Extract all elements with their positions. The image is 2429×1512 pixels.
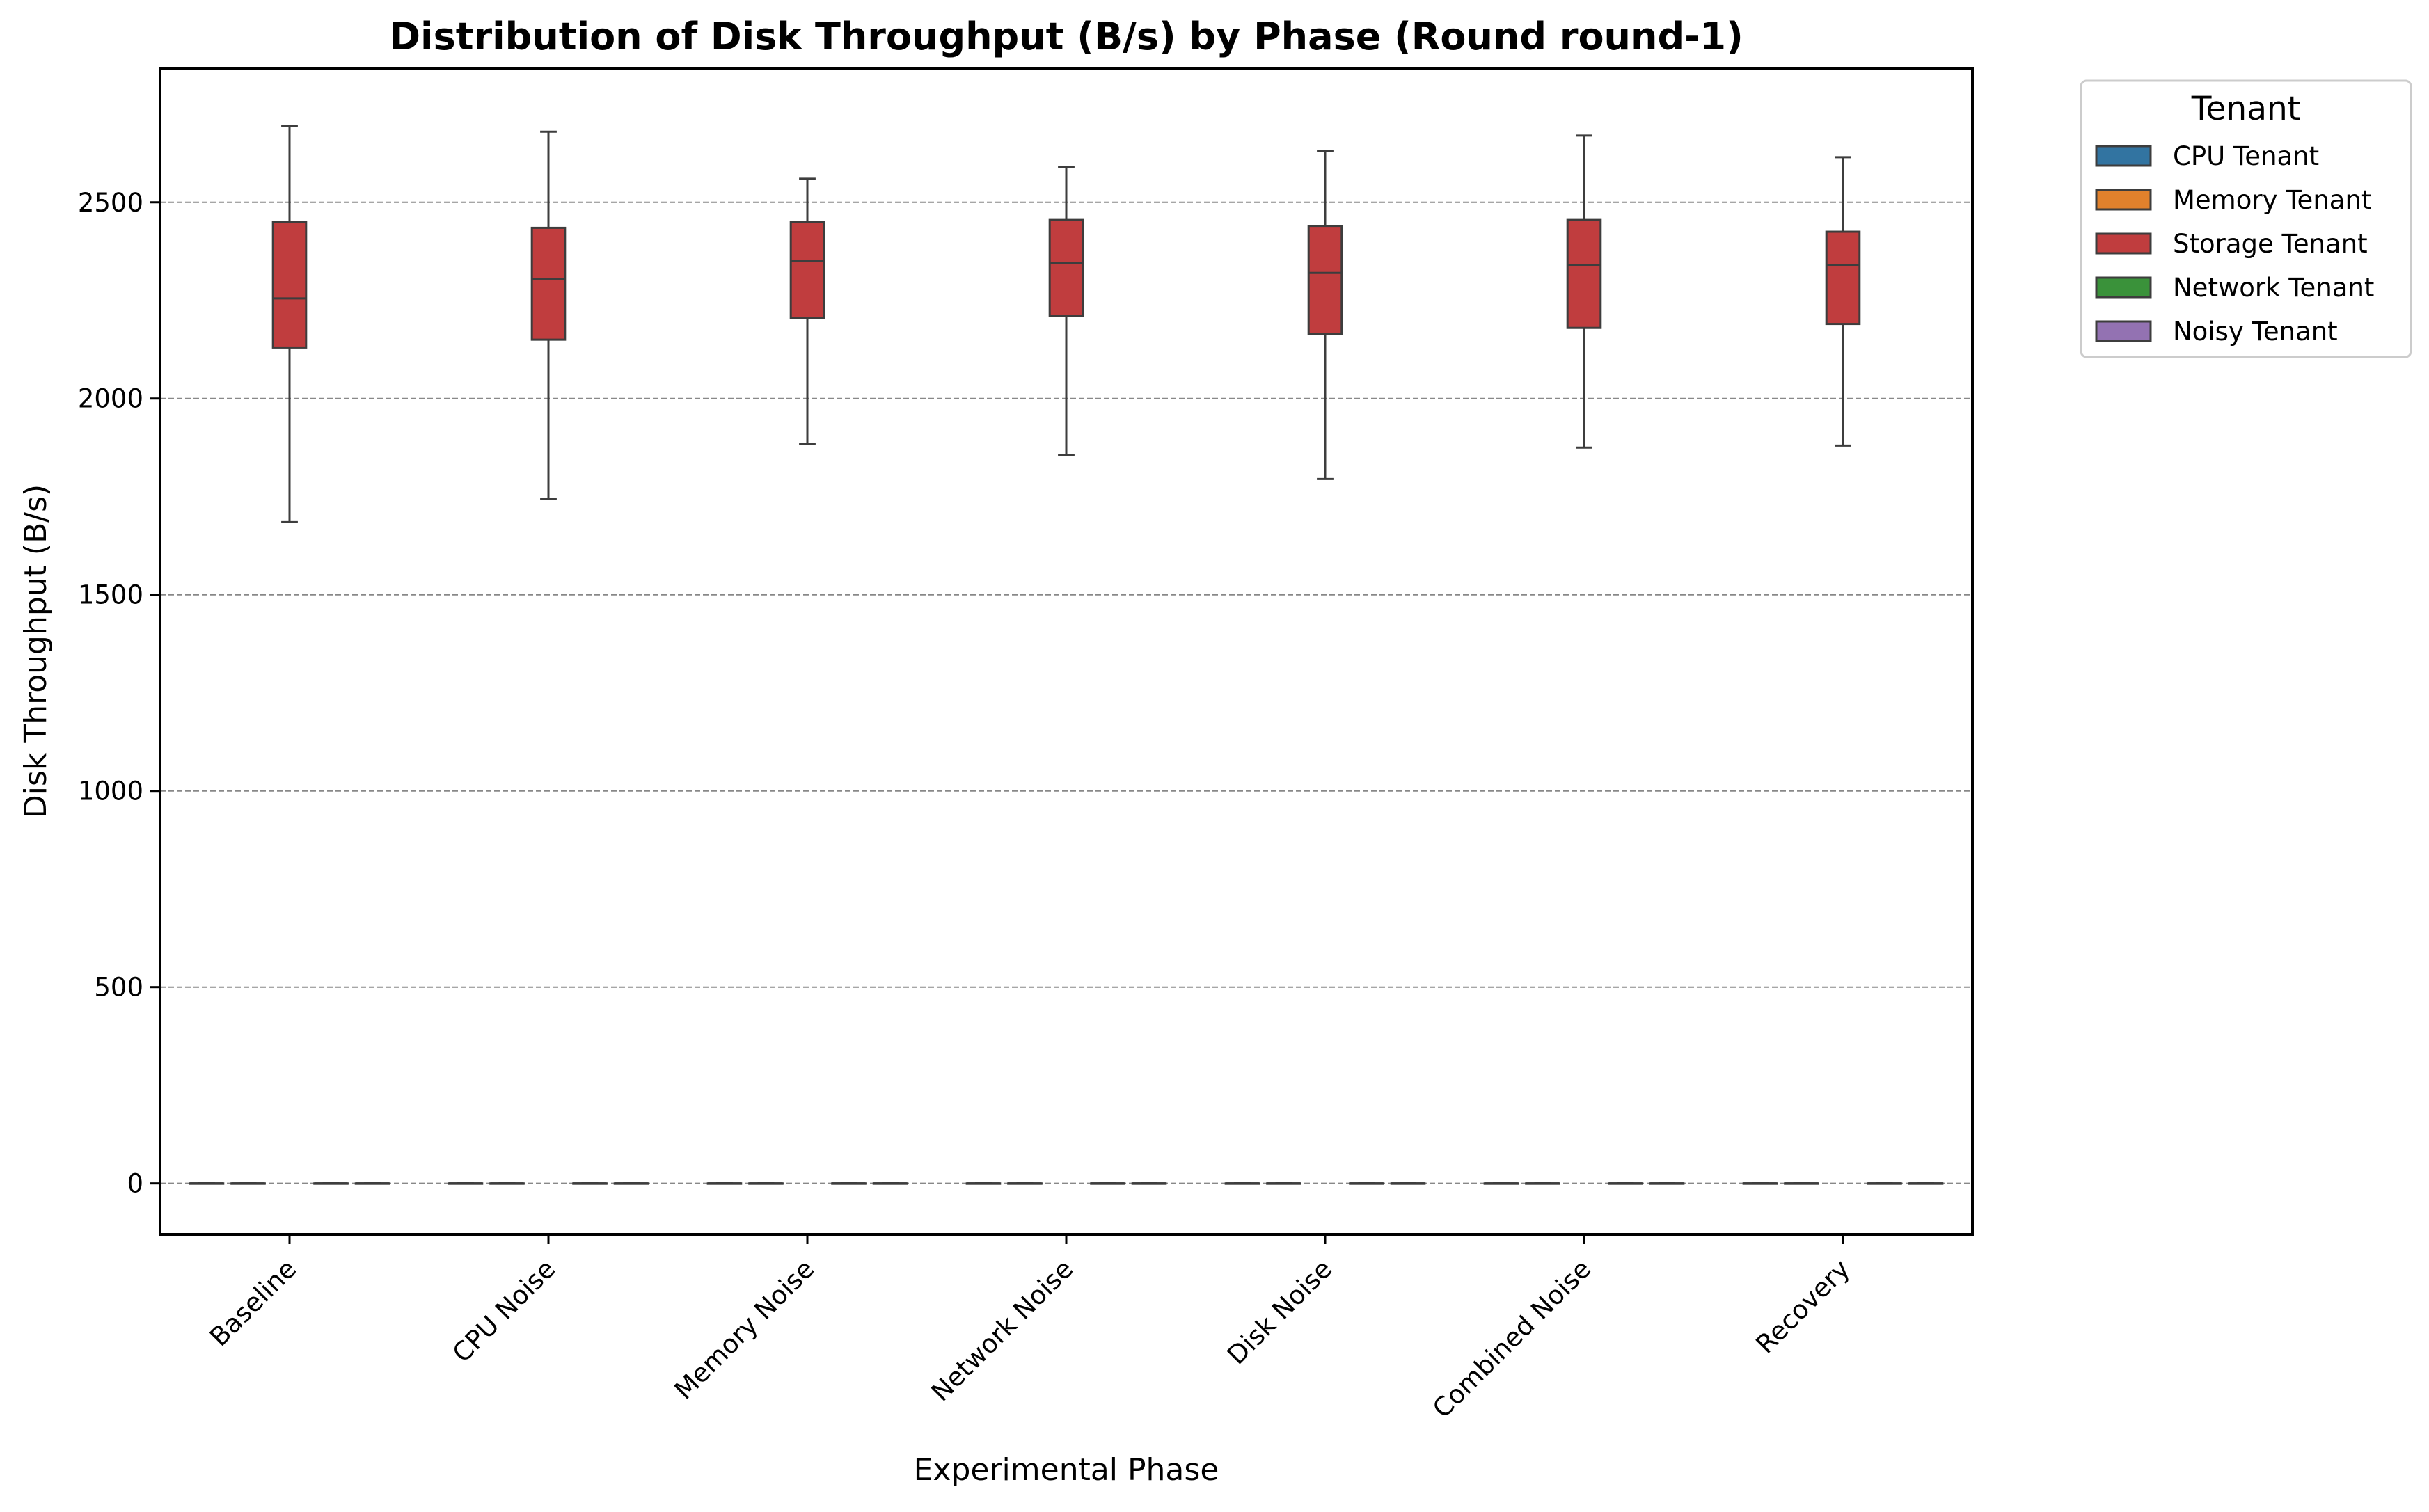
y-tick-label: 1500 <box>78 580 143 610</box>
legend-swatch <box>2095 145 2152 167</box>
legend-entry: Network Tenant <box>2095 273 2374 303</box>
y-axis-label: Disk Throughput (B/s) <box>18 484 54 818</box>
box-plot <box>1825 156 1861 447</box>
legend-swatch <box>2095 189 2152 211</box>
legend-label: Memory Tenant <box>2173 185 2371 215</box>
legend-swatch <box>2095 276 2152 299</box>
legend-entry: Noisy Tenant <box>2095 317 2338 347</box>
box-plot <box>789 177 825 445</box>
y-tick-label: 1000 <box>78 777 143 806</box>
box-iqr <box>1566 218 1602 329</box>
y-tick-label: 2500 <box>78 188 143 218</box>
legend-entry: Memory Tenant <box>2095 185 2371 215</box>
box-iqr <box>1307 225 1343 335</box>
chart-title: Distribution of Disk Throughput (B/s) by… <box>389 15 1743 58</box>
box-plot <box>1566 134 1602 449</box>
legend-label: Storage Tenant <box>2173 229 2368 259</box>
legend-entry: Storage Tenant <box>2095 229 2368 259</box>
legend: Tenant CPU Tenant Memory Tenant Storage Te… <box>2080 79 2412 358</box>
box-iqr <box>1825 230 1861 326</box>
y-tick-label: 500 <box>94 973 143 1003</box>
legend-entry: CPU Tenant <box>2095 141 2319 171</box>
y-tick-label: 0 <box>127 1169 143 1199</box>
legend-frame <box>2080 79 2412 358</box>
box-iqr <box>271 221 308 349</box>
legend-swatch <box>2095 320 2152 342</box>
box-plots <box>189 125 1944 1185</box>
y-axis-ticks: 0 500 1000 1500 2000 2500 <box>78 188 160 1199</box>
legend-label: Noisy Tenant <box>2173 317 2338 347</box>
box-plot <box>1048 166 1084 457</box>
box-iqr <box>1048 218 1084 317</box>
legend-title: Tenant <box>2191 90 2300 128</box>
x-axis-label: Experimental Phase <box>914 1452 1219 1488</box>
box-plot <box>271 125 308 523</box>
y-tick-label: 2000 <box>78 384 143 414</box>
box-plot <box>1307 150 1343 480</box>
box-plot <box>530 130 567 500</box>
legend-swatch <box>2095 232 2152 255</box>
box-iqr <box>789 221 825 319</box>
legend-label: CPU Tenant <box>2173 141 2319 171</box>
plot-frame <box>159 67 1974 1236</box>
box-iqr <box>530 226 567 341</box>
legend-label: Network Tenant <box>2173 273 2374 303</box>
legend-entries: CPU Tenant Memory Tenant Storage Tenant Net… <box>2095 141 2374 347</box>
